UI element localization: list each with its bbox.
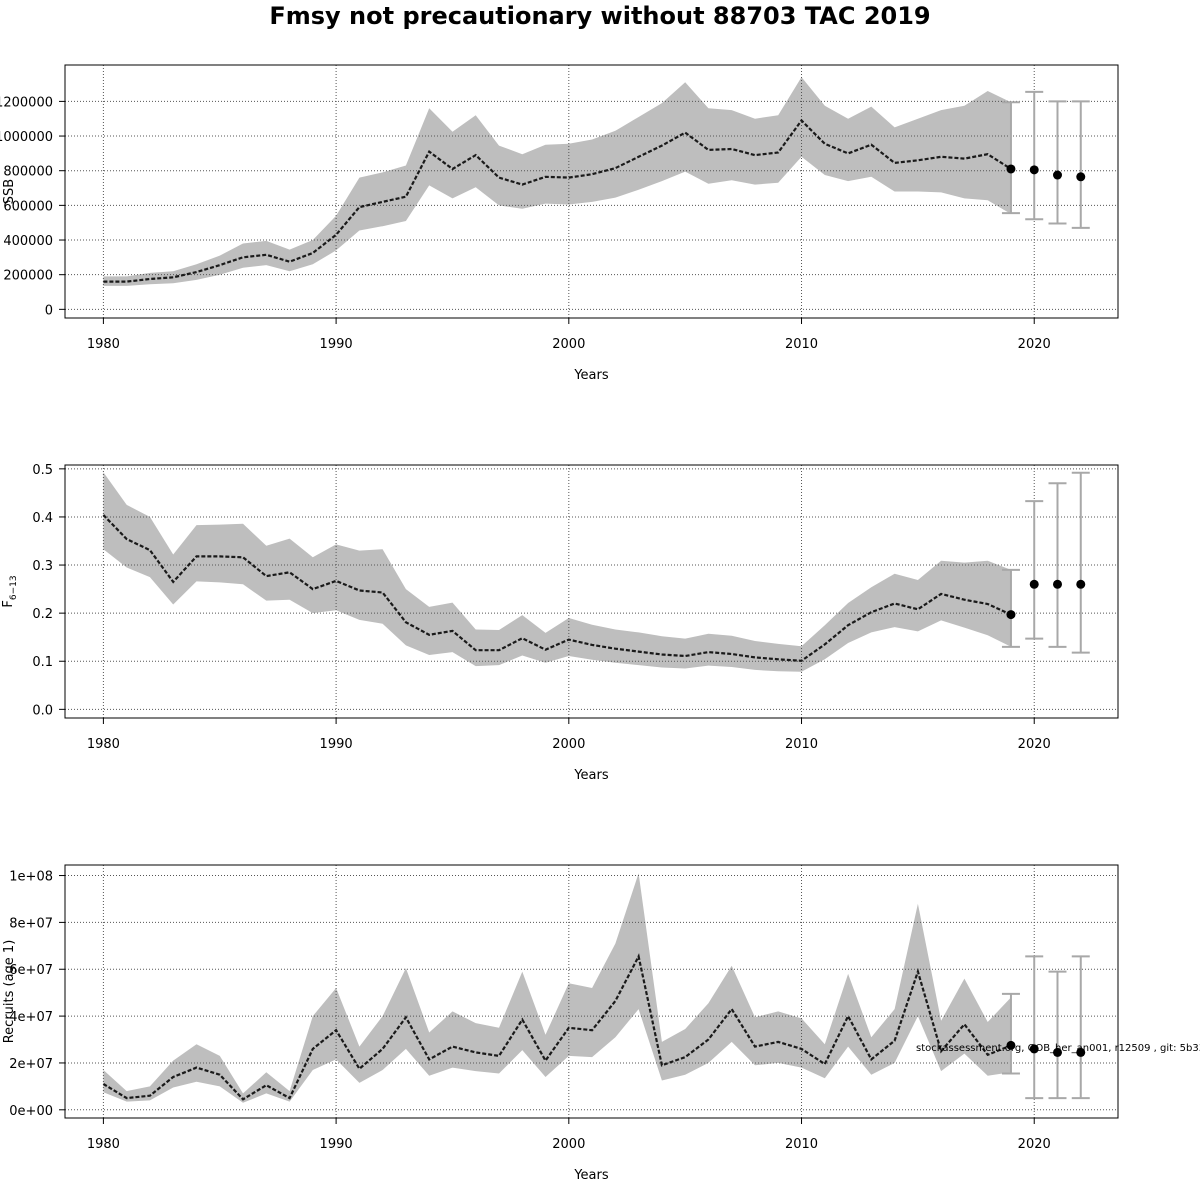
- ssb-ytick-label: 800000: [3, 165, 53, 180]
- f-xtick-label: 1980: [87, 737, 120, 752]
- ssb-plot-frame: [64, 64, 1119, 319]
- f-estimate-line: [102, 514, 1012, 662]
- rec-xtick-label: 1980: [87, 1137, 120, 1152]
- f-ytick-label: 0.1: [32, 655, 53, 670]
- f-ytick-label: 0.5: [32, 463, 53, 478]
- rec-forecast-point: [1052, 1047, 1062, 1057]
- f-xtick-label: 2020: [1018, 737, 1051, 752]
- f-forecast-point: [1006, 610, 1016, 620]
- ssb-panel: 0 200000 400000 600000 800000 1000000 1200000 1…: [0, 64, 1119, 383]
- rec-estimate-line: [102, 953, 1012, 1101]
- f-ytick-label: 0.0: [32, 703, 53, 718]
- ssb-ytick-label: 400000: [3, 234, 53, 249]
- ssb-ytick-label: 1000000: [0, 130, 53, 145]
- chart-title: Fmsy not precautionary without 88703 TAC…: [269, 2, 931, 30]
- f-xaxis-label: Years: [573, 768, 609, 783]
- rec-xaxis-label: Years: [573, 1168, 609, 1183]
- ssb-ytick-label: 1200000: [0, 95, 53, 110]
- ssb-ytick-label: 600000: [3, 199, 53, 214]
- f-confidence-band: [103, 472, 1011, 672]
- f-ytick-label: 0.2: [32, 607, 53, 622]
- f-ytick-label: 0.4: [32, 511, 53, 526]
- rec-xtick-label: 2010: [785, 1137, 818, 1152]
- rec-ytick-label: 6e+07: [9, 963, 53, 978]
- f-xtick-label: 2000: [552, 737, 585, 752]
- rec-ytick-label: 0e+00: [9, 1104, 53, 1119]
- ssb-forecast-point: [1006, 164, 1016, 174]
- rec-forecast-point: [1029, 1044, 1039, 1054]
- ssb-yaxis-label: SSB: [2, 179, 17, 204]
- ssb-forecast-point: [1029, 165, 1039, 175]
- rec-xtick-label: 2020: [1018, 1137, 1051, 1152]
- ssb-confidence-band: [103, 77, 1011, 286]
- ssb-xaxis-label: Years: [573, 368, 609, 383]
- ssb-xtick-label: 2020: [1018, 337, 1051, 352]
- rec-forecast-point: [1006, 1040, 1016, 1050]
- rec-ytick-label: 1e+08: [9, 870, 53, 885]
- f-xtick-label: 1990: [320, 737, 353, 752]
- f-yaxis-label-subscript: 6−13: [9, 575, 19, 600]
- f-panel: 0.0 0.1 0.2 0.3 0.4 0.5 1980 1990 2000 2010 2020 Ye…: [1, 463, 1119, 783]
- f-forecast-point: [1029, 579, 1039, 589]
- f-forecast-point: [1076, 579, 1086, 589]
- f-yaxis-label-main: F: [1, 600, 16, 607]
- f-forecast-point: [1052, 579, 1062, 589]
- footnote-text: stockassessment.org, GOB_her_an001, r125…: [916, 1043, 1200, 1054]
- ssb-xtick-label: 2000: [552, 337, 585, 352]
- rec-panel: 0e+00 2e+07 4e+07 6e+07 8e+07 1e+08 1980 1990 20…: [2, 864, 1119, 1183]
- rec-xtick-label: 2000: [552, 1137, 585, 1152]
- rec-plot-frame: [64, 864, 1119, 1119]
- f-yaxis-label: F6−13: [1, 575, 19, 607]
- rec-ytick-label: 4e+07: [9, 1010, 53, 1025]
- ssb-ytick-label: 0: [45, 303, 53, 318]
- rec-confidence-band: [103, 873, 1011, 1103]
- rec-yaxis-label: Recruits (age 1): [2, 940, 17, 1044]
- rec-xtick-label: 1990: [320, 1137, 353, 1152]
- ssb-xtick-label: 1980: [87, 337, 120, 352]
- f-plot-frame: [64, 464, 1119, 719]
- f-xtick-label: 2010: [785, 737, 818, 752]
- ssb-xtick-label: 1990: [320, 337, 353, 352]
- f-ytick-label: 0.3: [32, 559, 53, 574]
- ssb-ytick-label: 200000: [3, 269, 53, 284]
- ssb-xtick-label: 2010: [785, 337, 818, 352]
- rec-forecast-point: [1076, 1047, 1086, 1057]
- ssb-forecast-point: [1052, 170, 1062, 180]
- ssb-forecast-point: [1076, 172, 1086, 182]
- rec-ytick-label: 2e+07: [9, 1057, 53, 1072]
- ssb-estimate-line: [103, 118, 1012, 283]
- rec-ytick-label: 8e+07: [9, 916, 53, 931]
